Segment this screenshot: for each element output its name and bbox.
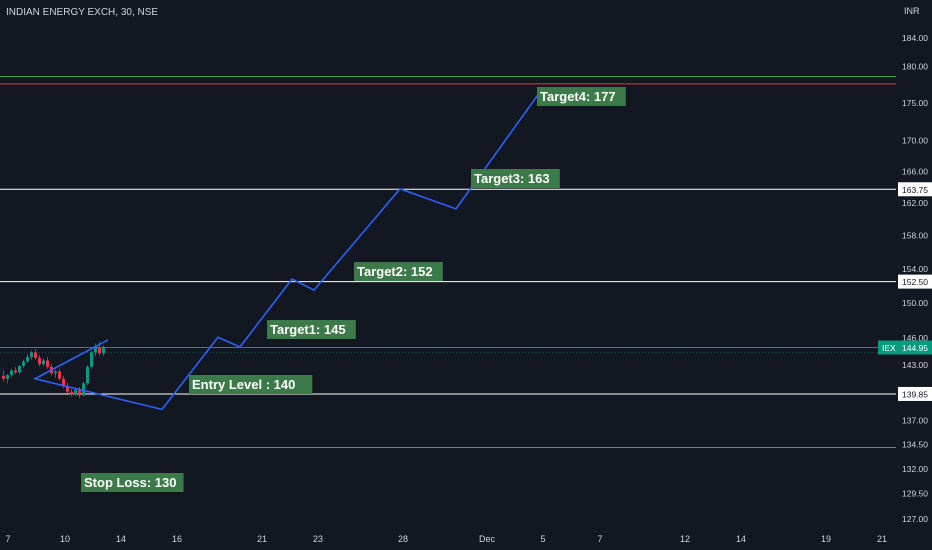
x-tick-label: 19: [821, 534, 831, 544]
candle-body: [94, 347, 97, 353]
candle-body: [70, 391, 73, 395]
candle-body: [66, 386, 69, 392]
x-tick-label: Dec: [479, 534, 496, 544]
y-tick-label: 132.00: [902, 464, 928, 474]
candle-body: [74, 389, 77, 395]
annotation-label: Target4: 177: [540, 89, 616, 104]
price-axis: INR 184.00 180.00 175.00 170.00 166.00 162.00…: [902, 6, 928, 524]
annotation-label: Target2: 152: [357, 264, 433, 279]
y-tick-label: 184.00: [902, 33, 928, 43]
y-tick-label: 166.00: [902, 167, 928, 177]
candle-body: [58, 371, 61, 379]
price-marker-value: 139.85: [902, 389, 928, 399]
y-tick-label: 175.00: [902, 98, 928, 108]
candle-body: [10, 370, 13, 376]
candle-body: [46, 360, 49, 367]
y-tick-label: 158.00: [902, 231, 928, 241]
candle-body: [14, 370, 17, 373]
annotation-label: Target1: 145: [270, 322, 346, 337]
candlesticks: [2, 341, 105, 399]
candle-body: [102, 347, 105, 354]
annotation-box: [354, 262, 443, 281]
x-tick-label: 12: [680, 534, 690, 544]
candle-body: [38, 357, 41, 365]
annotation-label: Target3: 163: [474, 171, 550, 186]
symbol-title: INDIAN ENERGY EXCH, 30, NSE: [6, 7, 159, 18]
candle-body: [30, 352, 33, 357]
x-tick-label: 21: [257, 534, 267, 544]
x-tick-label: 14: [736, 534, 746, 544]
price-marker-value: 152.50: [902, 277, 928, 287]
x-tick-label: 23: [313, 534, 323, 544]
price-marker-bg: [898, 274, 932, 289]
price-marker-value: 163.75: [902, 185, 928, 195]
price-marker-bg: [878, 340, 932, 355]
candle-body: [42, 360, 45, 365]
x-tick-label: 28: [398, 534, 408, 544]
projection-path: [32, 91, 541, 411]
price-marker-value: 144.95: [902, 343, 928, 353]
projection-polyline: [32, 91, 541, 411]
x-tick-label: 10: [60, 534, 70, 544]
price-marker-bg: [898, 182, 932, 197]
time-axis: 7 10 14 16 21 23 28 Dec 5 7 12 14 19 21: [5, 534, 887, 544]
candle-body: [98, 347, 101, 354]
candle-body: [22, 361, 25, 366]
annotation-label: Stop Loss: 130: [84, 475, 176, 490]
candle-body: [26, 356, 29, 362]
y-tick-label: 137.00: [902, 416, 928, 426]
x-tick-label: 21: [877, 534, 887, 544]
price-marker-prefix: IEX: [882, 343, 896, 353]
y-tick-label: 180.00: [902, 62, 928, 72]
y-tick-label: 127.00: [902, 514, 928, 524]
annotation-box: [81, 473, 184, 492]
candle-body: [6, 375, 9, 379]
y-tick-label: 129.50: [902, 489, 928, 499]
candle-body: [54, 371, 57, 374]
annotation-label: Entry Level : 140: [192, 377, 295, 392]
y-tick-label: 154.00: [902, 264, 928, 274]
candle-body: [90, 352, 93, 367]
y-tick-label: 162.00: [902, 198, 928, 208]
candle-body: [34, 352, 37, 358]
y-tick-label: 143.00: [902, 360, 928, 370]
x-tick-label: 5: [540, 534, 545, 544]
y-tick-label: 146.00: [902, 333, 928, 343]
target-annotations: Target4: 177 Target3: 163 Target2: 152 Targ…: [81, 87, 626, 492]
annotation-box: [471, 169, 560, 188]
candle-body: [62, 378, 65, 387]
annotation-box: [267, 320, 356, 339]
candle-body: [82, 383, 85, 396]
candle-body: [86, 366, 89, 384]
x-tick-label: 16: [172, 534, 182, 544]
x-tick-label: 14: [116, 534, 126, 544]
annotation-box: [189, 375, 313, 394]
y-tick-label: 134.50: [902, 440, 928, 450]
y-tick-label: 170.00: [902, 136, 928, 146]
annotation-box: [537, 87, 626, 106]
x-tick-label: 7: [597, 534, 602, 544]
candle-body: [78, 389, 81, 396]
candle-body: [18, 365, 21, 373]
x-tick-label: 7: [5, 534, 10, 544]
currency-label: INR: [904, 6, 920, 16]
price-markers: 163.75 152.50 139.85 IEX 144.95: [878, 182, 932, 401]
y-tick-label: 150.00: [902, 298, 928, 308]
horizontal-lines: [0, 76, 896, 448]
candle-body: [2, 375, 5, 379]
price-marker-bg: [898, 386, 932, 401]
